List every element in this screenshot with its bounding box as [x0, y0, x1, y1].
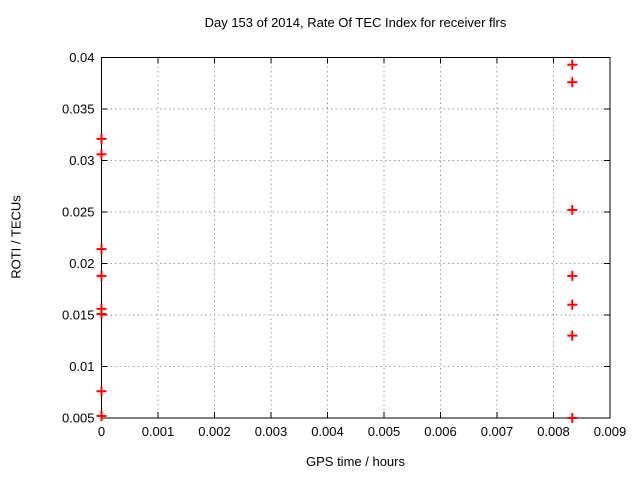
y-tick-label: 0.01	[69, 359, 94, 374]
data-point-marker	[567, 270, 578, 281]
x-tick-label: 0.004	[311, 424, 344, 439]
y-tick-label: 0.02	[69, 256, 94, 271]
plot-border	[101, 57, 611, 419]
data-point-marker	[96, 149, 107, 160]
x-tick-label: 0.006	[424, 424, 457, 439]
x-tick-label: 0.005	[368, 424, 401, 439]
data-point-marker	[96, 270, 107, 281]
x-tick-label: 0.007	[481, 424, 514, 439]
data-point-marker	[96, 308, 107, 319]
data-point-marker	[96, 133, 107, 144]
y-tick-label: 0.04	[69, 50, 94, 65]
data-point-marker	[567, 204, 578, 215]
y-tick-label: 0.005	[62, 411, 95, 426]
data-point-marker	[567, 77, 578, 88]
x-tick-label: 0	[98, 424, 105, 439]
data-point-marker	[567, 59, 578, 70]
data-point-marker	[96, 244, 107, 255]
data-point-marker	[567, 330, 578, 341]
data-point-marker	[567, 413, 578, 423]
x-tick-label: 0.001	[142, 424, 175, 439]
y-tick-label: 0.03	[69, 153, 94, 168]
x-tick-label: 0.003	[255, 424, 288, 439]
data-point-marker	[96, 386, 107, 397]
chart-title: Day 153 of 2014, Rate Of TEC Index for r…	[204, 15, 507, 30]
data-point-marker	[96, 410, 107, 421]
y-tick-label: 0.025	[62, 205, 95, 220]
x-tick-label: 0.008	[537, 424, 570, 439]
x-tick-label: 0.009	[594, 424, 627, 439]
x-axis-label: GPS time / hours	[306, 454, 405, 469]
y-tick-label: 0.015	[62, 308, 95, 323]
x-tick-label: 0.002	[198, 424, 231, 439]
y-tick-label: 0.035	[62, 102, 95, 117]
data-point-marker	[567, 299, 578, 310]
